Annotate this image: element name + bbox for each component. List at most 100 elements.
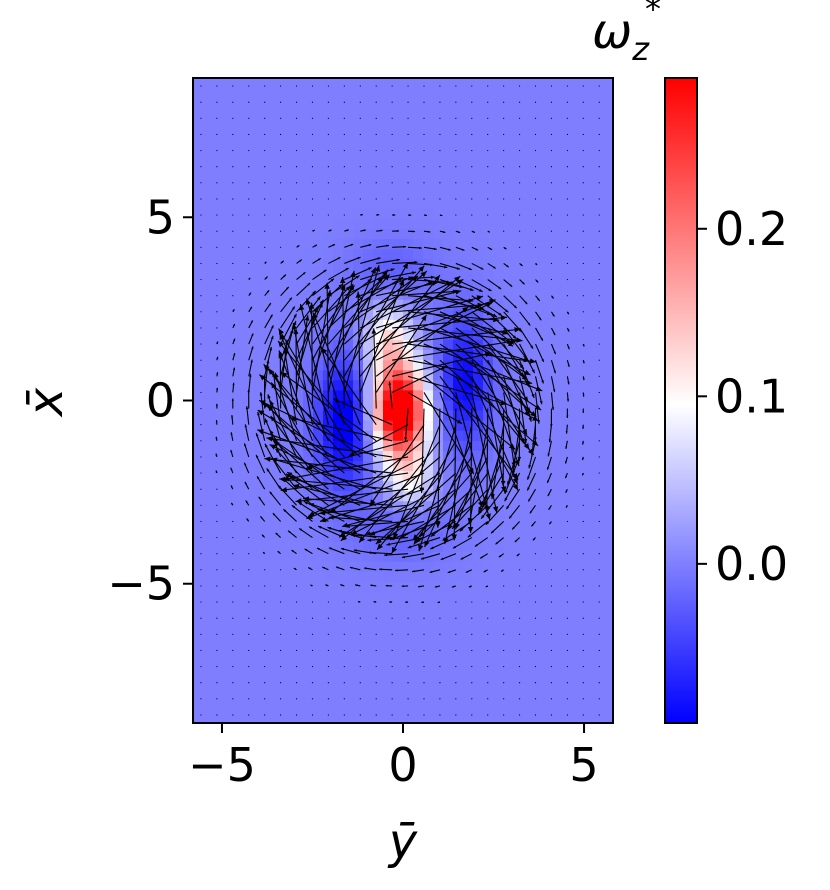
heatmap-cell: [503, 198, 514, 210]
velocity-arrow: [471, 166, 473, 168]
heatmap-cell: [193, 491, 204, 502]
heatmap-cell: [193, 511, 204, 523]
heatmap-cell: [513, 249, 524, 261]
heatmap-cell: [353, 380, 364, 392]
velocity-arrow: [343, 270, 428, 345]
heatmap-cell: [463, 400, 474, 412]
velocity-arrow: [270, 382, 313, 458]
heatmap-cell: [403, 209, 414, 220]
heatmap-cell: [513, 622, 524, 633]
heatmap-cell: [223, 410, 234, 422]
velocity-arrow: [200, 585, 202, 587]
heatmap-cell: [273, 551, 284, 563]
heatmap-cell: [463, 198, 474, 210]
heatmap-cell: [483, 198, 494, 210]
heatmap-cell: [313, 259, 324, 271]
heatmap-cell: [473, 118, 484, 129]
heatmap-cell: [373, 400, 384, 412]
heatmap-cell: [203, 188, 214, 200]
velocity-arrow: [471, 246, 479, 251]
heatmap-cell: [593, 360, 604, 371]
velocity-arrow: [518, 101, 521, 103]
velocity-arrow: [327, 601, 330, 603]
heatmap-cell: [503, 370, 514, 381]
heatmap-cell: [293, 632, 304, 643]
velocity-arrow: [311, 117, 314, 119]
velocity-arrow: [487, 311, 517, 340]
heatmap-cell: [353, 118, 364, 129]
velocity-arrow: [423, 85, 425, 87]
heatmap-cell: [513, 148, 524, 160]
velocity-arrow: [360, 268, 395, 281]
heatmap-cell: [253, 289, 264, 301]
heatmap-cell: [523, 481, 534, 492]
heatmap-cell: [373, 108, 384, 119]
velocity-arrow: [216, 601, 218, 603]
velocity-arrow: [216, 149, 218, 152]
heatmap-cell: [433, 229, 444, 240]
velocity-arrow: [471, 295, 503, 317]
velocity-arrow: [262, 551, 266, 555]
velocity-arrow: [322, 566, 329, 571]
heatmap-cell: [503, 702, 514, 714]
velocity-arrow: [359, 633, 361, 635]
heatmap-cell: [593, 168, 604, 180]
heatmap-cell: [483, 642, 494, 654]
velocity-arrow: [408, 295, 474, 303]
heatmap-cell: [553, 148, 564, 160]
heatmap-cell: [253, 400, 264, 412]
heatmap-cell: [563, 88, 574, 99]
heatmap-cell: [503, 682, 514, 694]
velocity-arrow: [439, 230, 446, 233]
velocity-arrow: [487, 392, 507, 493]
heatmap-cell: [443, 622, 454, 633]
heatmap-cell: [363, 430, 374, 442]
heatmap-cell: [463, 138, 474, 150]
velocity-arrow: [490, 521, 505, 534]
velocity-arrow: [533, 408, 537, 441]
heatmap-cell: [413, 390, 424, 402]
heatmap-cell: [323, 511, 334, 523]
heatmap-cell: [583, 632, 594, 643]
heatmap-cell: [553, 632, 564, 643]
velocity-arrow: [419, 488, 473, 538]
heatmap-cell: [583, 219, 594, 230]
heatmap-cell: [593, 481, 604, 492]
heatmap-cell: [293, 289, 304, 301]
heatmap-cell: [533, 460, 544, 472]
velocity-arrow: [407, 698, 409, 700]
heatmap-cell: [383, 460, 394, 472]
heatmap-cell: [493, 632, 504, 643]
heatmap-cell: [583, 340, 594, 351]
velocity-arrow: [327, 665, 330, 668]
heatmap-cell: [313, 581, 324, 593]
heatmap-cell: [243, 511, 254, 523]
velocity-arrow: [296, 259, 303, 264]
velocity-arrow: [550, 392, 555, 411]
heatmap-cell: [353, 511, 364, 523]
heatmap-cell: [223, 440, 234, 452]
heatmap-cell: [523, 501, 534, 512]
heatmap-cell: [353, 198, 364, 210]
heatmap-cell: [513, 168, 524, 180]
heatmap-cell: [543, 98, 554, 109]
heatmap-cell: [593, 380, 604, 392]
heatmap-cell: [233, 521, 244, 533]
heatmap-cell: [513, 188, 524, 200]
heatmap-cell: [523, 279, 534, 291]
heatmap-cell: [533, 390, 544, 402]
heatmap-cell: [353, 329, 364, 341]
heatmap-cell: [453, 672, 464, 684]
heatmap-cell: [593, 229, 604, 240]
heatmap-cell: [463, 521, 474, 533]
velocity-arrow: [360, 257, 381, 264]
heatmap-cell: [243, 501, 254, 512]
heatmap-cell: [473, 541, 484, 553]
heatmap-cell: [353, 602, 364, 613]
heatmap-cell: [253, 299, 264, 311]
heatmap-cell: [473, 98, 484, 109]
velocity-arrow: [295, 214, 298, 216]
heatmap-cell: [253, 672, 264, 684]
heatmap-cell: [253, 158, 264, 170]
velocity-arrow: [407, 149, 409, 152]
